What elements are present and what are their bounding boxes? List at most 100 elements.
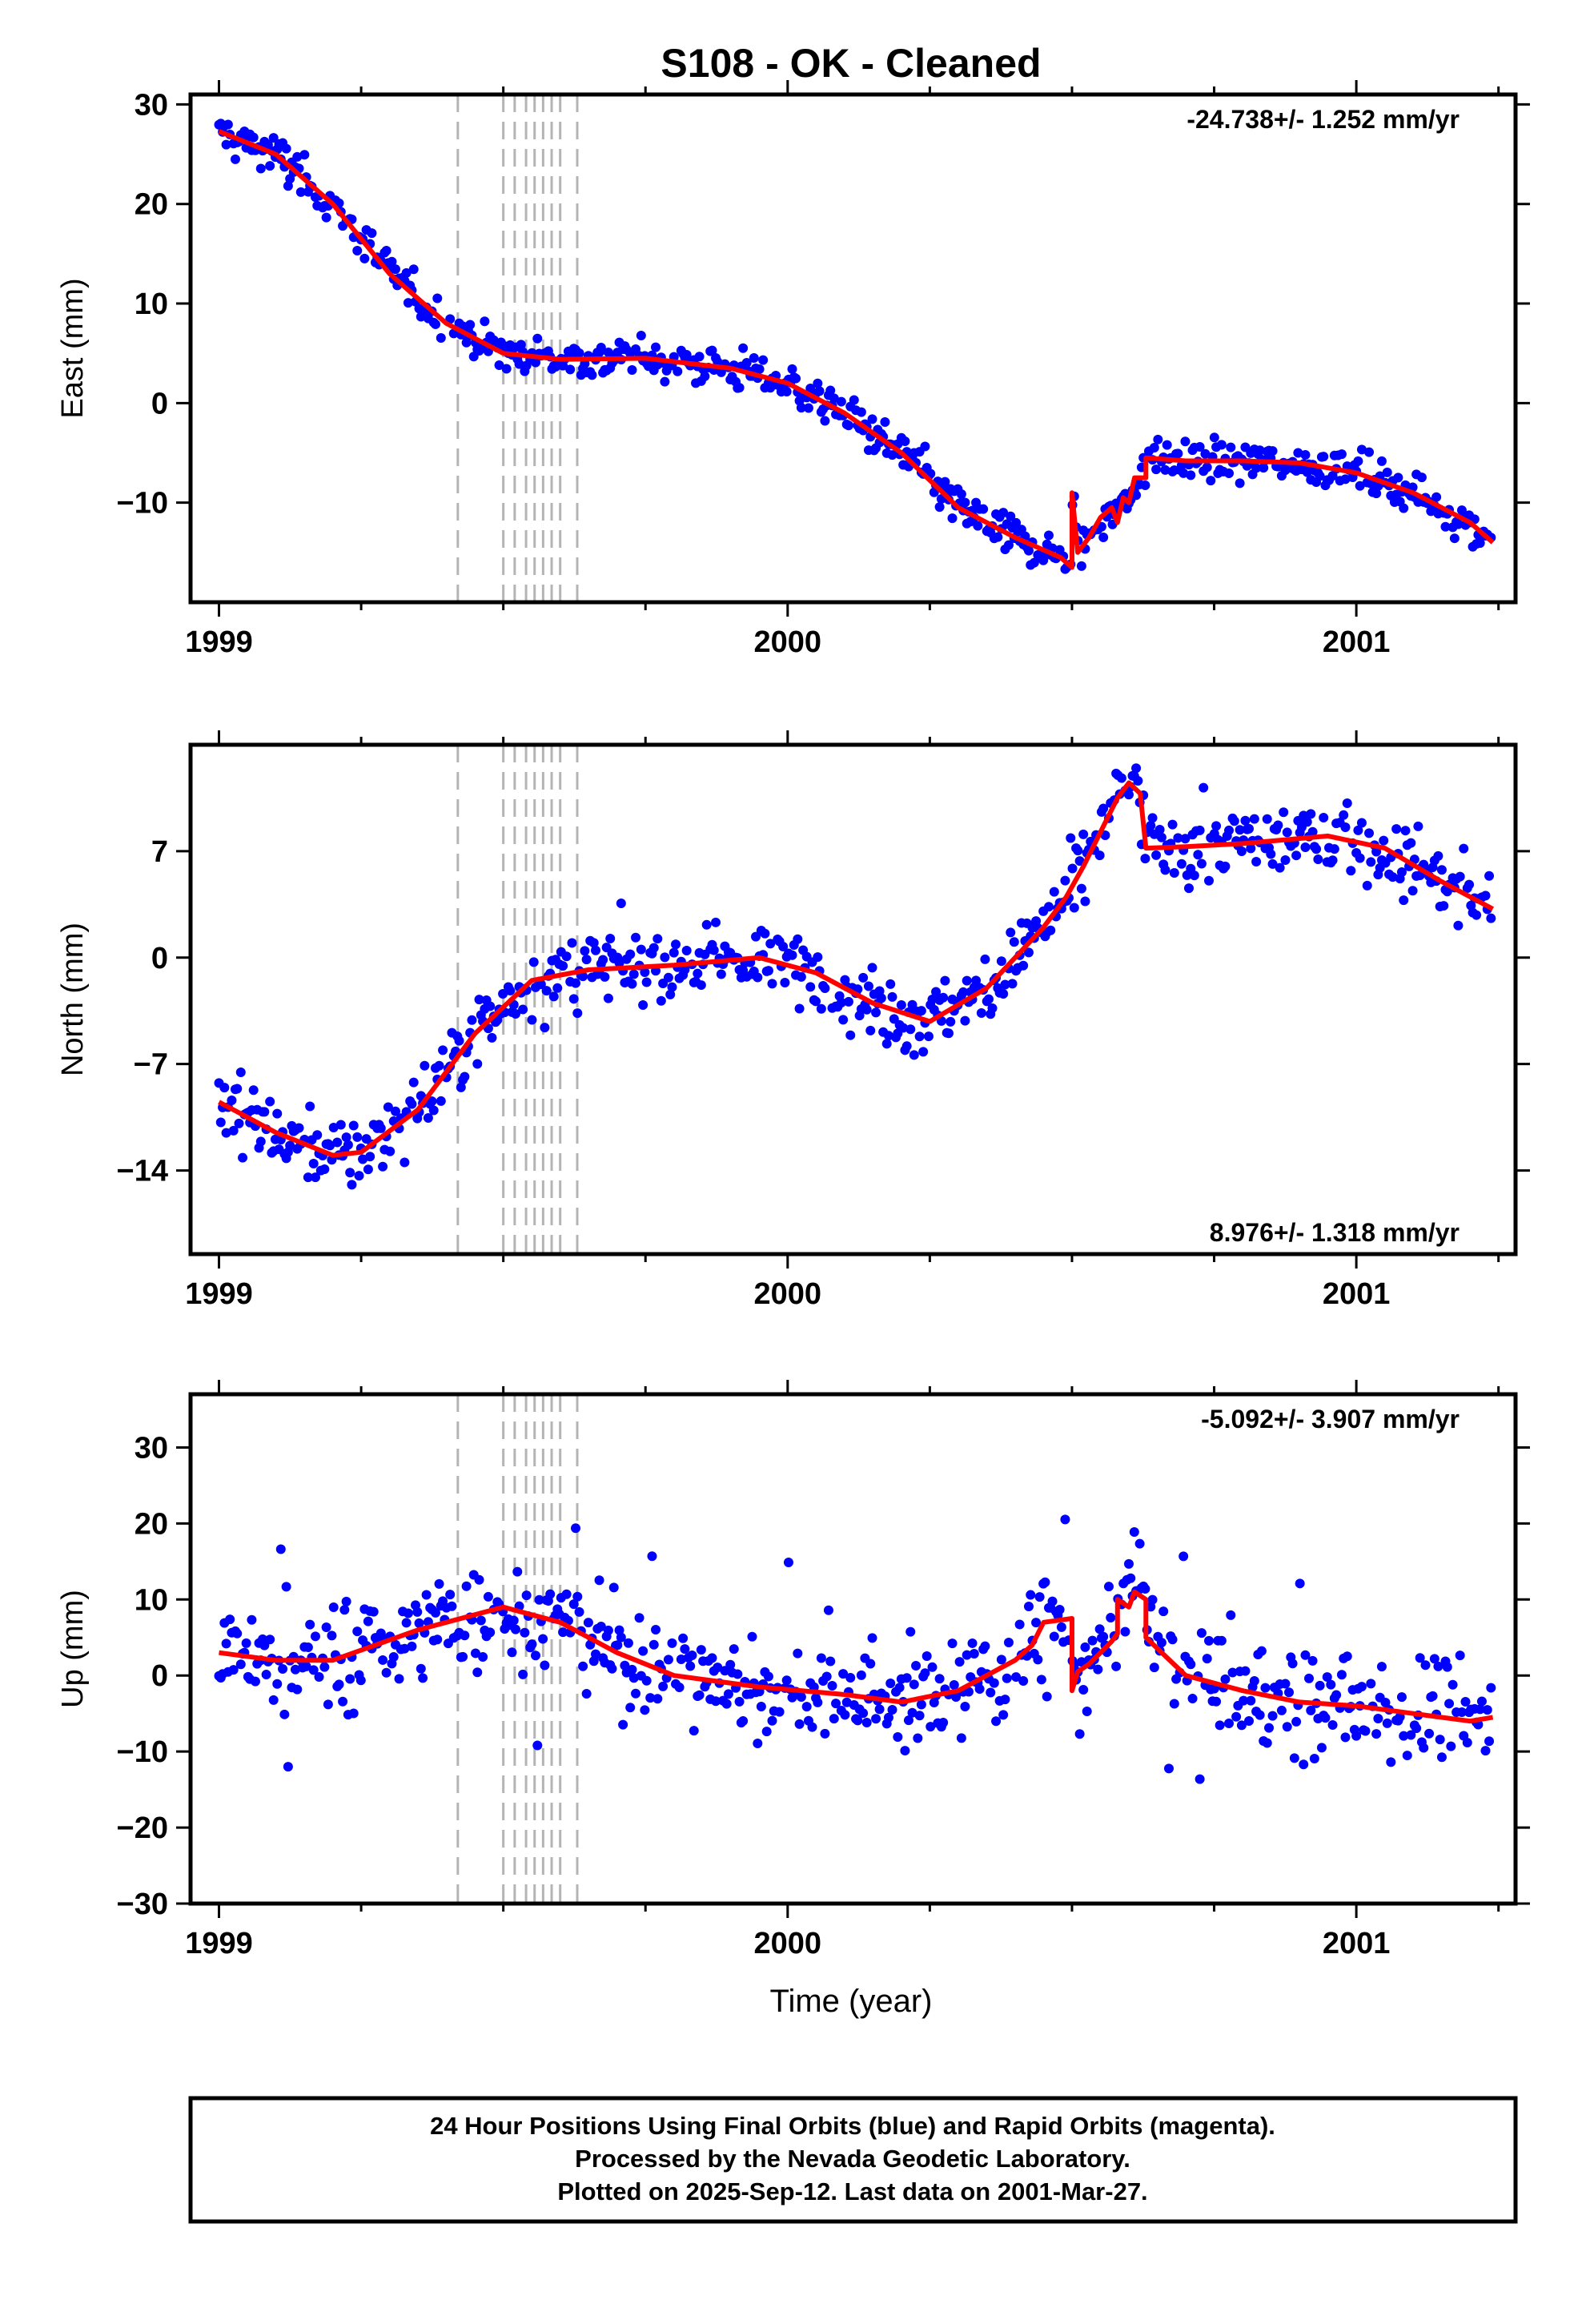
data-point [1009,937,1019,947]
data-point [1162,440,1172,450]
model-line [218,780,1495,1158]
data-point [461,337,472,348]
data-point [898,1023,909,1033]
data-point [871,1007,881,1018]
data-point [416,1663,426,1674]
data-point [1078,829,1089,839]
data-point [1227,1667,1238,1678]
data-point [887,991,897,1002]
data-point [1440,521,1451,532]
data-point [636,331,646,341]
data-point [694,352,705,362]
data-point [1446,1741,1456,1751]
data-point [1011,1672,1022,1683]
data-point [1407,886,1418,896]
data-point [1309,1754,1319,1764]
data-point [1340,474,1351,485]
data-point [667,1638,677,1648]
data-point [568,994,579,1004]
data-point [341,1596,351,1606]
data-point [940,476,950,487]
data-point [1160,865,1170,875]
data-point [946,1016,956,1027]
data-point [901,1041,912,1051]
data-point [829,1714,839,1724]
x-axis-label: Time (year) [770,1984,933,2019]
data-point [1346,866,1356,876]
data-point [572,1591,583,1602]
data-point [1282,827,1292,838]
data-point [507,1647,517,1658]
data-point [716,969,726,979]
data-point [998,508,1009,518]
data-point [1455,871,1465,882]
data-point [1327,1720,1338,1731]
data-point [401,1618,412,1628]
data-point [863,981,873,991]
data-point [1280,1679,1291,1689]
data-point [1106,1613,1116,1623]
footer-line-1: 24 Hour Positions Using Final Orbits (bl… [430,2112,1275,2140]
data-point [1193,850,1203,860]
data-point [1480,891,1491,901]
data-point [969,1649,979,1659]
data-point [1244,823,1255,834]
data-point [1255,445,1265,456]
data-point [734,1696,745,1707]
data-point [498,989,508,999]
data-point [627,1664,637,1675]
data-point [285,1140,295,1151]
data-point [223,119,233,130]
data-point [1299,1759,1309,1770]
data-point [627,365,637,376]
data-point [299,150,310,160]
data-point [903,1715,913,1726]
data-point [696,980,706,991]
data-point [294,1123,304,1133]
data-point [359,253,370,263]
data-point [1158,1606,1169,1617]
data-point [1033,1655,1043,1665]
data-point [605,934,616,944]
data-point [974,1684,985,1695]
data-point [887,450,897,460]
data-point [1043,530,1054,541]
data-point [1196,1628,1207,1638]
data-point [1196,858,1207,869]
data-point [973,521,983,531]
data-point [1302,467,1312,477]
data-point [541,986,552,996]
data-point [1484,870,1495,881]
data-point [1264,1723,1275,1733]
data-point [763,1671,773,1682]
data-point [534,1594,544,1605]
data-point [701,919,712,930]
data-point [1147,1594,1158,1605]
data-point [960,497,970,508]
data-point [793,934,803,944]
data-point [403,1608,413,1618]
data-point [1018,1676,1029,1687]
data-point [916,1006,926,1016]
data-point [689,1726,699,1736]
data-point [235,1068,246,1078]
data-point [247,1614,257,1625]
data-point [400,1157,410,1168]
data-point [1202,462,1212,472]
data-point [861,1004,872,1015]
data-point [820,983,830,994]
data-point [725,1659,736,1670]
data-point [1076,883,1086,894]
data-point [638,1646,648,1656]
data-point [365,1152,375,1162]
data-point [1195,825,1205,835]
data-point [978,504,989,514]
data-point [763,966,773,976]
data-point [1002,1673,1012,1683]
data-point [1435,1735,1445,1745]
data-point [723,1689,733,1699]
data-point [976,1008,986,1019]
data-point [1436,1752,1447,1763]
data-point [1007,979,1018,989]
data-point [1442,1662,1452,1672]
